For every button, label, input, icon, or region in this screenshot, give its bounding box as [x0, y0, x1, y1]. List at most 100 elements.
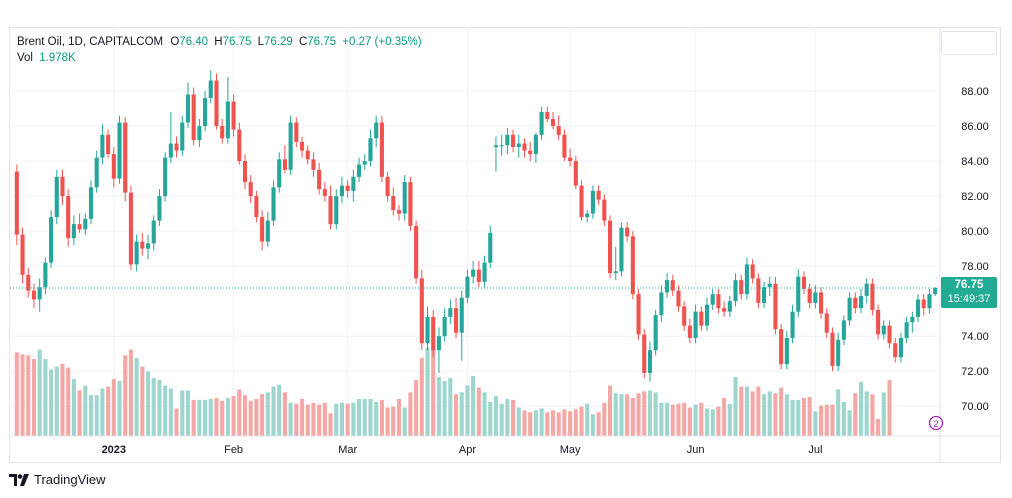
volume-bar: [265, 392, 270, 436]
time-axis: 2023 Feb Mar Apr May Jun Jul: [102, 444, 823, 456]
candle: [516, 134, 521, 158]
symbol-label[interactable]: Brent Oil, 1D, CAPITALCOM: [17, 36, 164, 48]
candle: [128, 185, 133, 270]
candle: [317, 162, 322, 195]
candle: [813, 285, 818, 309]
candle-body: [317, 169, 322, 190]
volume-bar: [665, 402, 670, 436]
candle-body: [539, 112, 544, 135]
candle: [294, 117, 299, 148]
candle: [436, 327, 441, 373]
candle-body: [339, 185, 345, 197]
candle: [476, 260, 481, 288]
volume-bar: [134, 358, 139, 436]
candle: [562, 129, 567, 162]
volume-bar: [670, 404, 675, 436]
candle: [299, 136, 305, 158]
volume-bar: [522, 410, 527, 436]
volume-bar: [374, 401, 379, 436]
candle: [830, 327, 835, 372]
candle: [396, 204, 402, 221]
candle: [117, 115, 122, 184]
candle-body: [550, 119, 556, 127]
candle: [362, 154, 367, 170]
candle-body: [191, 94, 196, 141]
close-value: 76.75: [307, 36, 337, 48]
open-label: O: [170, 36, 180, 48]
candle: [31, 283, 37, 309]
candle: [111, 147, 116, 188]
candle-body: [374, 122, 379, 139]
candle: [704, 297, 710, 331]
candle: [904, 316, 909, 344]
volume-bar: [174, 408, 179, 436]
candle-body: [704, 304, 710, 326]
high-value: 76.75: [222, 36, 252, 48]
volume-bar: [716, 406, 721, 436]
volume-bar: [858, 381, 864, 436]
candle-body: [277, 159, 282, 188]
candle-body: [819, 292, 824, 314]
settings-box[interactable]: [941, 31, 997, 55]
ohlc-row: Brent Oil, 1D, CAPITALCOM O76.40 H76.75 …: [17, 34, 422, 50]
candle-body: [225, 101, 230, 139]
tradingview-logo-icon[interactable]: [9, 473, 29, 486]
candle-body: [471, 269, 476, 277]
candle: [796, 269, 801, 317]
candle: [334, 189, 339, 230]
price-tick-label: 78.00: [961, 261, 989, 273]
volume-bar: [687, 407, 692, 436]
volume-bar: [351, 402, 356, 436]
last-price-value: 76.75: [954, 279, 984, 291]
volume-bar: [123, 355, 128, 436]
candle-body: [876, 309, 881, 335]
candle: [414, 220, 419, 284]
candle-body: [334, 196, 339, 225]
candle-body: [20, 234, 25, 275]
volume-bar: [739, 386, 744, 436]
volume-bar: [425, 347, 430, 436]
candle: [408, 176, 413, 232]
candle: [727, 295, 732, 317]
candle-body: [790, 311, 795, 338]
volume-bar: [767, 391, 772, 436]
volume-bar: [396, 398, 402, 436]
volume-bar: [83, 385, 88, 436]
candle-body: [505, 134, 510, 146]
candle-body: [203, 98, 208, 127]
volume-bar: [528, 412, 533, 436]
candle-body: [579, 185, 584, 218]
candle: [636, 288, 641, 340]
candle-body: [590, 190, 595, 214]
candle-body: [368, 138, 373, 162]
volume-bar: [699, 402, 704, 436]
volume-bar: [191, 399, 196, 436]
candle-body: [311, 159, 316, 170]
candle: [471, 260, 476, 284]
volume-bar: [613, 393, 618, 436]
volume-bar: [20, 354, 25, 436]
candle: [893, 337, 898, 363]
candle-body: [613, 271, 618, 274]
candle-body: [921, 299, 926, 309]
volume-bar: [459, 392, 464, 436]
volume-bar: [54, 366, 59, 436]
candle-body: [265, 220, 270, 242]
volume-bar: [71, 379, 76, 436]
open-value: 76.40: [179, 36, 209, 48]
candle-body: [910, 316, 915, 323]
volume-bar: [841, 401, 846, 436]
candle-body: [231, 101, 236, 130]
candle-body: [134, 241, 139, 265]
candle-body: [49, 217, 54, 263]
volume-bar: [305, 404, 310, 436]
tradingview-brand[interactable]: TradingView: [34, 472, 106, 487]
candle-body: [756, 278, 761, 303]
candle-body: [545, 112, 550, 120]
volume-bar: [140, 366, 145, 436]
candle-body: [408, 182, 413, 226]
candle: [282, 145, 287, 174]
candle-body: [533, 134, 538, 155]
candle: [653, 309, 658, 356]
